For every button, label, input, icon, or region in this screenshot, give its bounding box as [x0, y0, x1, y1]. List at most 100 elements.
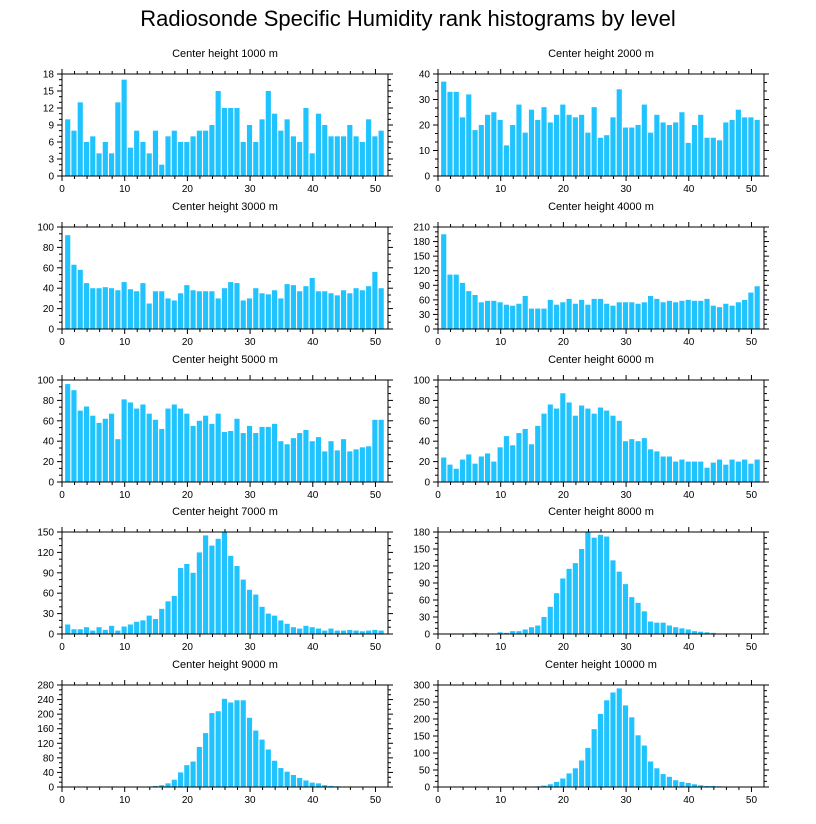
- bar: [591, 537, 597, 634]
- bar: [654, 622, 660, 634]
- bar: [228, 702, 234, 787]
- bar: [96, 153, 102, 176]
- panel-title: Center height 3000 m: [172, 201, 278, 213]
- bar: [284, 771, 290, 787]
- bar: [347, 451, 353, 482]
- bar: [140, 283, 146, 329]
- bar: [196, 746, 202, 787]
- panel-6: Center height 6000 m 0 20 40 60 80 100 0 10 20 30 4…: [413, 354, 769, 501]
- bar: [246, 425, 253, 482]
- bar: [572, 303, 578, 329]
- bar: [535, 425, 541, 482]
- bar: [115, 290, 121, 329]
- bar: [284, 444, 290, 482]
- bar: [691, 300, 698, 329]
- x-tick-label: 20: [182, 642, 194, 653]
- y-tick-label: 3: [48, 155, 54, 166]
- bar: [666, 776, 672, 787]
- bar: [553, 781, 560, 787]
- bar: [221, 432, 228, 482]
- bar: [660, 622, 666, 634]
- y-tick-label: 40: [43, 284, 55, 295]
- bar: [604, 135, 610, 176]
- bar: [541, 308, 547, 329]
- bar: [334, 450, 340, 482]
- panel-9: Center height 9000 m04080120160200240280…: [37, 659, 393, 806]
- bar: [447, 274, 453, 329]
- bar: [729, 459, 735, 482]
- y-tick-label: 120: [413, 266, 430, 277]
- panel-1: Center height 1000 m 0 3 6 9 12 15 18 0 10 20 30 40 5…: [43, 48, 393, 195]
- x-tick-label: 30: [621, 642, 633, 653]
- bar: [566, 298, 572, 329]
- bar: [297, 291, 303, 329]
- bar: [347, 293, 353, 329]
- bar: [146, 153, 152, 176]
- x-tick-label: 50: [746, 795, 758, 806]
- bar: [497, 447, 503, 482]
- x-tick-label: 20: [182, 337, 194, 348]
- x-tick-label: 10: [495, 642, 507, 653]
- y-tick-label: 30: [419, 613, 431, 624]
- y-tick-label: 30: [419, 95, 431, 106]
- bar: [109, 288, 115, 329]
- bar: [96, 627, 102, 634]
- bar: [290, 774, 296, 787]
- bar: [447, 464, 453, 482]
- x-tick-label: 0: [435, 184, 441, 195]
- bar: [196, 420, 202, 482]
- x-tick-label: 40: [683, 795, 695, 806]
- y-tick-label: 90: [419, 281, 431, 292]
- bar: [171, 130, 177, 176]
- bar: [666, 300, 672, 329]
- bar: [272, 113, 278, 176]
- bar: [109, 413, 115, 482]
- bar: [673, 780, 679, 787]
- bar: [278, 130, 284, 176]
- bar: [748, 292, 754, 329]
- y-tick-label: 160: [37, 724, 54, 735]
- bar: [485, 114, 491, 176]
- y-tick-label: 60: [43, 589, 55, 600]
- bar: [622, 705, 629, 787]
- bar: [591, 729, 597, 787]
- y-tick-label: 90: [43, 568, 55, 579]
- x-tick-label: 10: [119, 642, 131, 653]
- panel-title: Center height 9000 m: [172, 659, 278, 671]
- bar: [553, 593, 560, 634]
- y-tick-label: 20: [419, 457, 431, 468]
- bar: [140, 142, 146, 176]
- x-tick-label: 20: [182, 490, 194, 501]
- panel-10: Center height 10000 m 0 50 100 150 200 250 300 0…: [413, 659, 769, 806]
- bar: [253, 288, 259, 329]
- bar: [704, 137, 710, 176]
- bar: [184, 285, 190, 329]
- bar: [491, 300, 497, 329]
- x-tick-label: 10: [119, 795, 131, 806]
- bar: [328, 293, 334, 329]
- panel-2: Center height 2000 m 0 10 20 30 40 0 10 20 30 40 50: [419, 48, 769, 195]
- bar: [604, 536, 610, 634]
- bar: [516, 433, 522, 482]
- bar: [265, 613, 271, 634]
- bar: [190, 290, 196, 329]
- x-tick-label: 40: [307, 337, 319, 348]
- bar: [648, 761, 654, 787]
- bar: [359, 631, 365, 634]
- bar: [196, 552, 202, 634]
- bar: [466, 291, 472, 329]
- bar: [635, 602, 641, 634]
- bar: [77, 629, 83, 634]
- y-tick-label: 20: [419, 121, 431, 132]
- bar: [378, 419, 384, 482]
- bar: [704, 467, 710, 482]
- bar: [453, 91, 459, 176]
- bar: [704, 632, 710, 634]
- bar: [629, 597, 635, 634]
- bar: [566, 114, 572, 176]
- bar: [698, 785, 704, 787]
- bar: [140, 404, 146, 482]
- bar: [177, 568, 184, 634]
- y-tick-label: 0: [48, 630, 54, 641]
- bar: [372, 629, 378, 634]
